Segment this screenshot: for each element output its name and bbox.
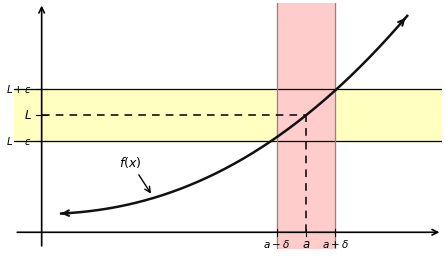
- Text: $L$: $L$: [24, 109, 32, 122]
- Text: $L+\varepsilon$: $L+\varepsilon$: [6, 83, 32, 95]
- Text: $a-\delta$: $a-\delta$: [263, 238, 291, 250]
- Text: $a$: $a$: [302, 238, 310, 251]
- Bar: [277, 3, 335, 249]
- Bar: [14, 89, 442, 141]
- Text: $L-\varepsilon$: $L-\varepsilon$: [6, 135, 32, 147]
- Text: $a+\delta$: $a+\delta$: [322, 238, 349, 250]
- Text: $f(x)$: $f(x)$: [119, 155, 150, 192]
